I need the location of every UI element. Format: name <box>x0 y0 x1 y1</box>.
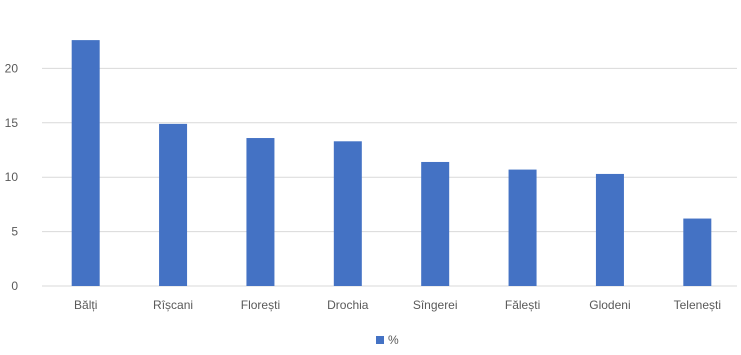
legend: % <box>376 333 399 347</box>
bars <box>71 40 712 286</box>
x-tick-label: Florești <box>241 298 280 312</box>
y-tick-label: 20 <box>5 61 19 75</box>
x-tick-label: Telenești <box>674 298 721 312</box>
legend-swatch <box>376 336 384 344</box>
y-axis-tick-labels: 0 5 10 15 20 <box>5 61 19 293</box>
bar <box>683 218 712 286</box>
bar <box>595 173 624 286</box>
bar <box>508 169 537 286</box>
y-tick-label: 15 <box>5 116 19 130</box>
x-tick-label: Drochia <box>327 298 369 312</box>
y-tick-label: 5 <box>11 225 18 239</box>
y-tick-label: 0 <box>11 279 18 293</box>
x-tick-label: Fălești <box>505 298 540 312</box>
bar <box>71 40 100 286</box>
bar <box>246 138 275 286</box>
gridlines <box>42 67 737 287</box>
x-axis-tick-labels: Bălți Rîșcani Florești Drochia Sîngerei Făleș… <box>74 298 721 312</box>
x-tick-label: Sîngerei <box>413 298 458 312</box>
bar <box>333 141 362 286</box>
bar <box>421 161 450 286</box>
x-tick-label: Bălți <box>74 298 97 312</box>
x-tick-label: Rîșcani <box>153 298 193 312</box>
legend-label: % <box>388 333 399 347</box>
y-tick-label: 10 <box>5 170 19 184</box>
bar <box>159 123 188 286</box>
x-tick-label: Glodeni <box>589 298 630 312</box>
